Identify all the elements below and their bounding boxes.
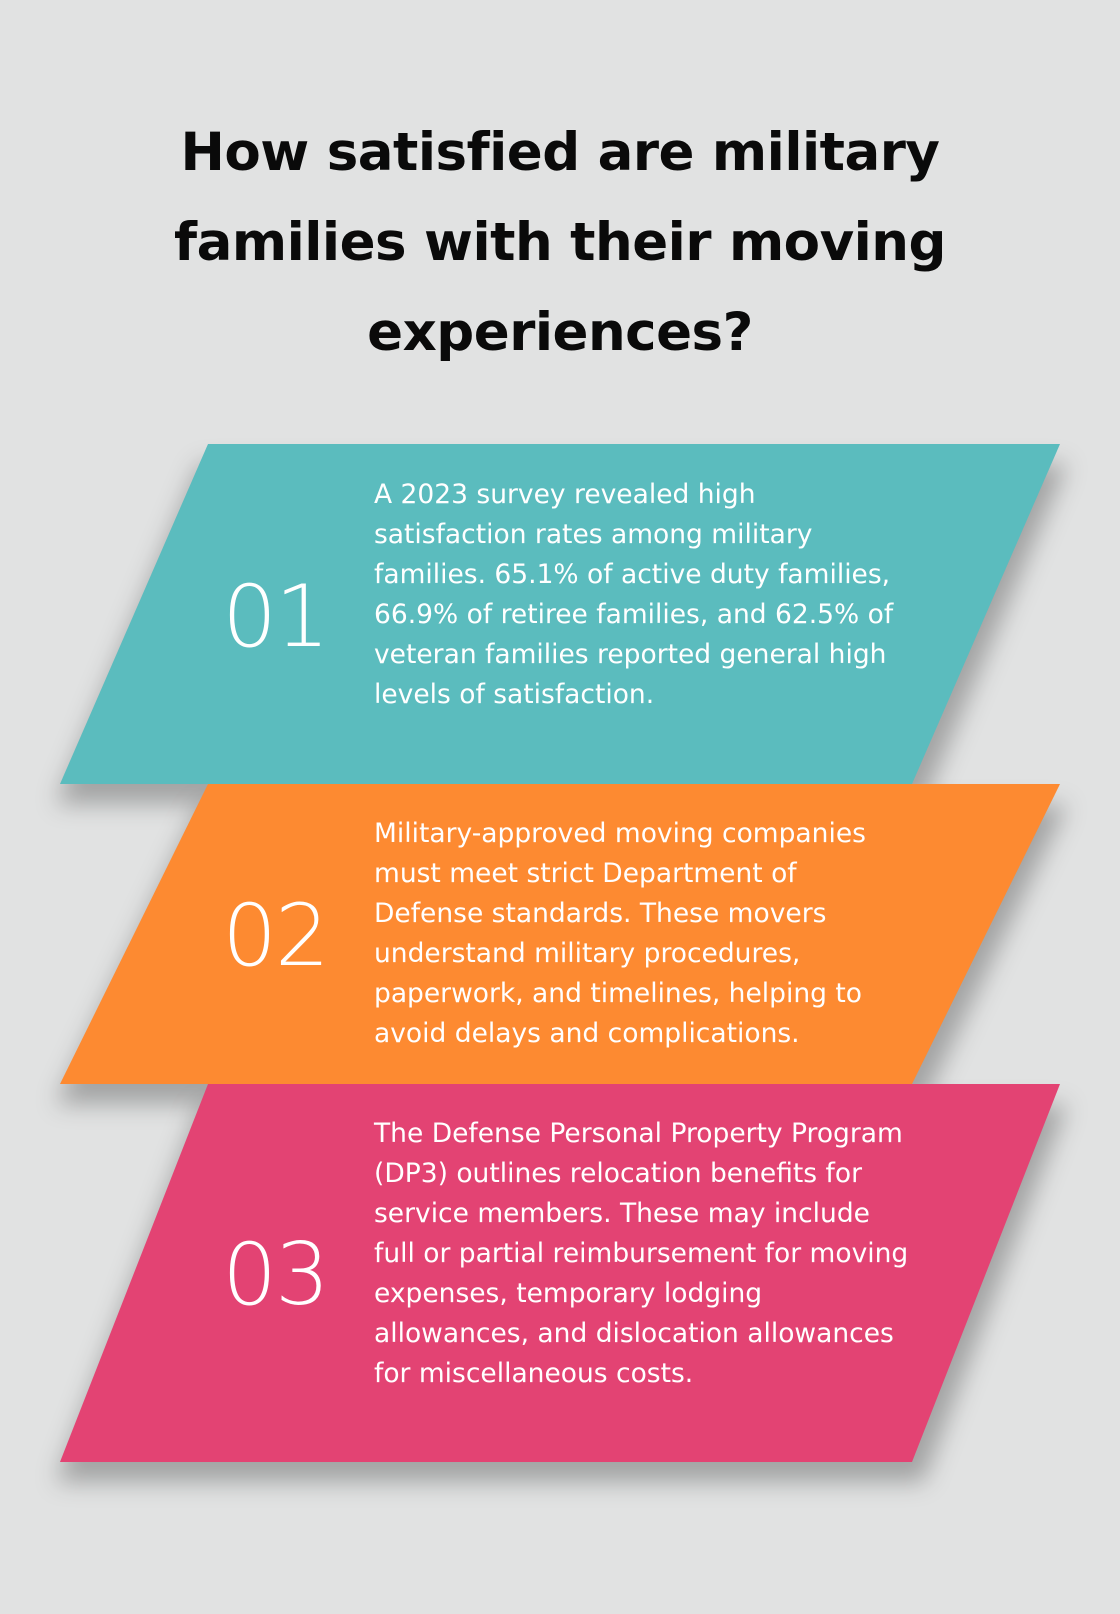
- step-1-number: 01: [222, 567, 329, 667]
- step-1-band: [60, 444, 1060, 784]
- page-title: How satisfied are military families with…: [174, 122, 946, 363]
- step-3-band: [60, 1084, 1060, 1462]
- step-1-text: A 2023 survey revealed high satisfaction…: [374, 479, 894, 710]
- step-3-text: The Defense Personal Property Program (D…: [374, 1118, 909, 1389]
- step-3-number: 03: [222, 1225, 329, 1325]
- step-2-text: Military-approved moving companies must …: [374, 818, 866, 1049]
- step-2-number: 02: [222, 886, 329, 986]
- step-2-band: [60, 784, 1060, 1084]
